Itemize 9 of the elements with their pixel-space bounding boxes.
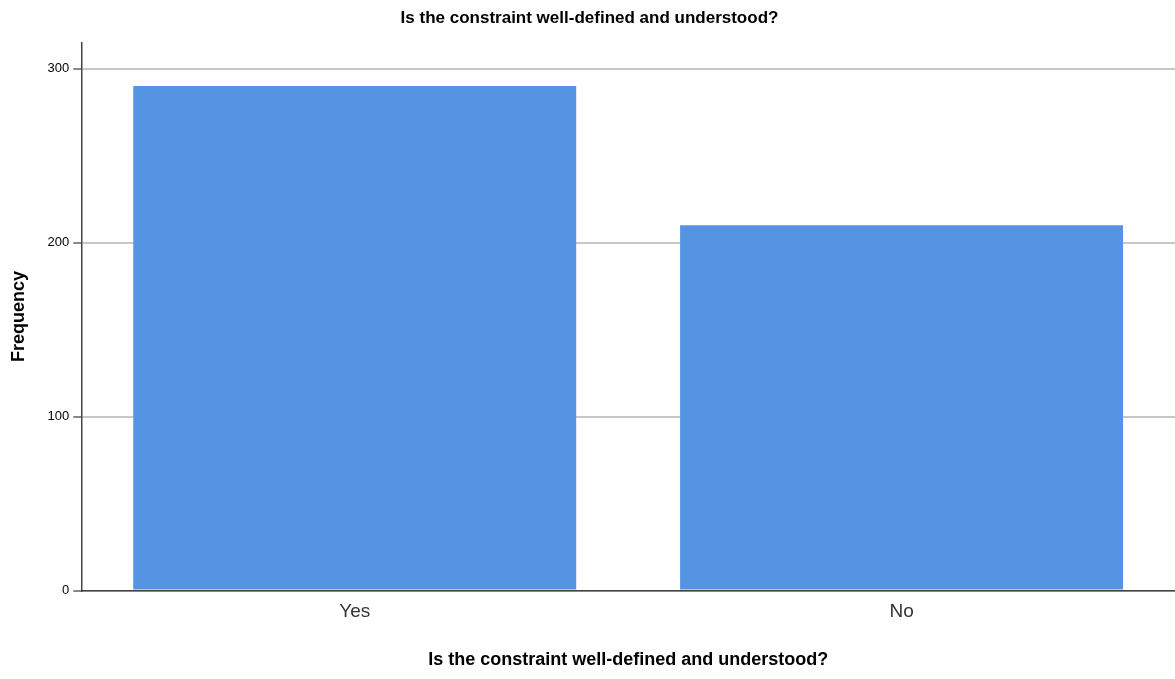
chart-title: Is the constraint well-defined and understood?: [400, 7, 779, 27]
y-tick-label: 200: [47, 234, 70, 250]
y-tick-label: 0: [62, 582, 70, 598]
y-tick-label: 300: [47, 60, 70, 76]
x-tick-label: No: [889, 600, 914, 622]
y-axis-title: Frequency: [7, 270, 28, 363]
x-tick-label: Yes: [339, 600, 371, 622]
x-axis-title: Is the constraint well-defined and understood?: [428, 649, 829, 670]
y-tick-label: 100: [47, 408, 70, 424]
